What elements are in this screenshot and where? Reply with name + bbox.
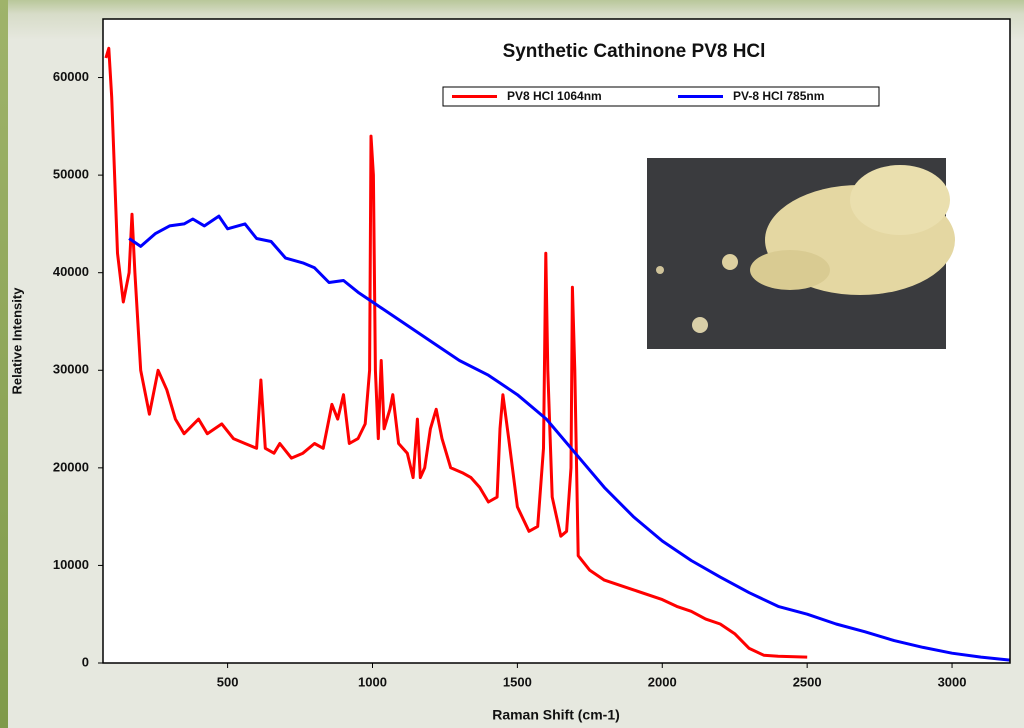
x-tick-label: 1500	[503, 674, 532, 689]
x-tick-label: 2000	[648, 674, 677, 689]
legend-label: PV-8 HCl 785nm	[733, 89, 824, 103]
legend-label: PV8 HCl 1064nm	[507, 89, 602, 103]
legend-box	[442, 86, 880, 107]
y-tick-label: 60000	[53, 69, 89, 84]
x-axis-label: Raman Shift (cm-1)	[492, 707, 620, 723]
x-tick-label: 3000	[938, 674, 967, 689]
photo-inset	[647, 158, 955, 349]
y-tick-label: 10000	[53, 557, 89, 572]
x-tick-label: 2500	[793, 674, 822, 689]
x-tick-label: 1000	[358, 674, 387, 689]
y-tick-label: 20000	[53, 459, 89, 474]
y-tick-label: 30000	[53, 362, 89, 377]
chart-title: Synthetic Cathinone PV8 HCl	[503, 41, 766, 62]
series-line	[128, 214, 1011, 662]
plot-frame	[102, 18, 1011, 664]
y-tick-label: 50000	[53, 167, 89, 182]
y-tick-label: 40000	[53, 264, 89, 279]
y-tick-label: 0	[82, 654, 89, 669]
side-stripe	[0, 0, 8, 728]
series-line	[104, 46, 808, 659]
x-tick-label: 500	[217, 674, 239, 689]
y-axis-label: Relative Intensity	[9, 287, 24, 395]
